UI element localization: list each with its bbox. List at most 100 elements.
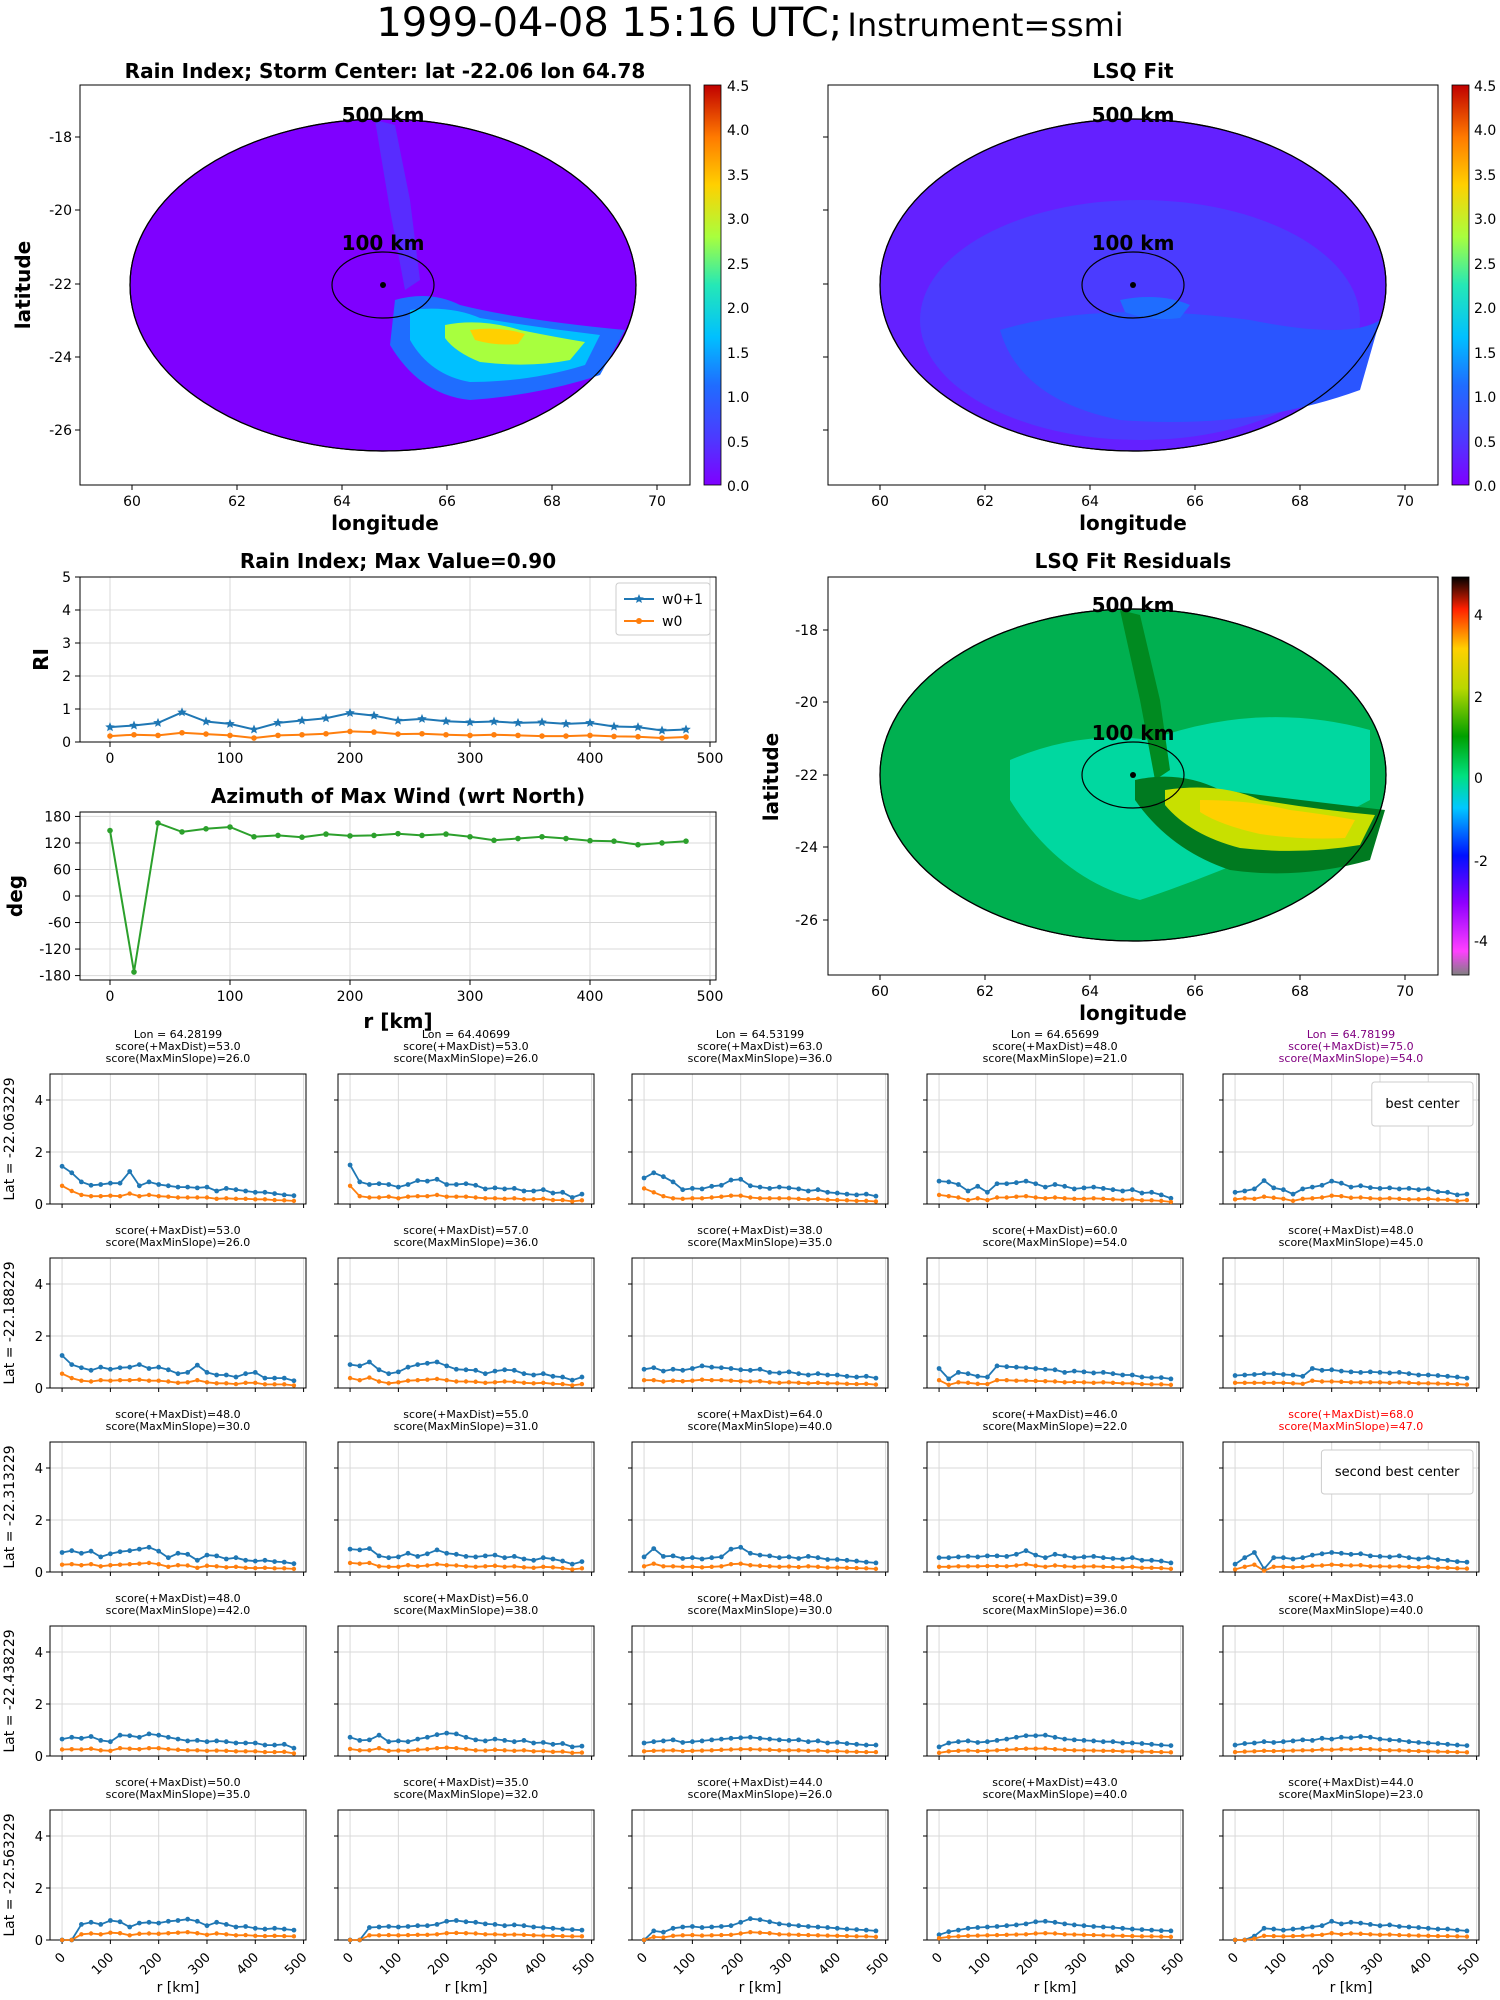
panel-score-maxminslope: score(MaxMinSlope)=26.0 — [394, 1052, 539, 1065]
panel-score-maxminslope: score(MaxMinSlope)=21.0 — [983, 1052, 1128, 1065]
series-point-w0p1 — [560, 1926, 566, 1932]
series-point-w0p1 — [376, 1553, 382, 1559]
series-point-w0 — [1310, 1748, 1315, 1753]
series-point-w0 — [560, 1749, 565, 1754]
series-point-w0p1 — [1033, 1733, 1039, 1739]
series-point-w0 — [434, 1192, 440, 1198]
series-point-w0p1 — [107, 1180, 113, 1186]
series-point-w0p1 — [651, 1928, 657, 1934]
residuals-ylabel: latitude — [759, 733, 783, 821]
ring-label-100km: 100 km — [1092, 721, 1175, 745]
series-point-w0 — [1426, 1196, 1431, 1202]
series-point-w0p1 — [136, 1546, 142, 1552]
candidate-panel-r2-c0: 024score(+MaxDist)=48.0score(MaxMinSlope… — [35, 1408, 307, 1581]
series-point-w0p1 — [511, 1922, 517, 1928]
series-point-w0 — [1261, 1933, 1267, 1939]
series-point-w0 — [282, 1933, 287, 1939]
series-point-w0p1 — [502, 1186, 508, 1192]
series-point-w0p1 — [1149, 1557, 1155, 1563]
series-point-w0p1 — [1396, 1738, 1402, 1743]
series-point-w0p1 — [1435, 1189, 1441, 1195]
series-point-w0 — [1120, 1749, 1125, 1754]
series-point-w0 — [108, 1193, 113, 1198]
panel-frame — [337, 1441, 595, 1573]
series-point-w0p1 — [946, 1555, 952, 1561]
series-point-w0 — [1110, 1197, 1116, 1202]
panel-frame — [49, 1257, 307, 1389]
series-point-w0p1 — [984, 1374, 990, 1380]
series-point-w0p1 — [366, 1546, 372, 1551]
panel-legend-label: best center — [1385, 1097, 1460, 1112]
series-point-w0 — [444, 1745, 449, 1750]
series-point-w0p1 — [233, 1555, 239, 1561]
series-point-w0p1 — [453, 1731, 459, 1737]
series-point-w0p1 — [1348, 1184, 1354, 1190]
series-point-w0 — [1120, 1197, 1125, 1203]
series-point-w0 — [299, 731, 305, 738]
series-point-w0 — [415, 1194, 420, 1199]
ytick-label: 2 — [35, 1146, 43, 1161]
series-point-w0 — [272, 1197, 277, 1203]
series-point-w0 — [709, 1378, 714, 1383]
series-point-w0 — [786, 1932, 792, 1937]
series-point-w0p1 — [1406, 1739, 1412, 1745]
series-point-w0 — [728, 1932, 734, 1938]
panel-lon-label: Lon = 64.53199 — [716, 1028, 804, 1041]
xtick-label: 500 — [570, 1950, 598, 1978]
series-point-w0 — [107, 733, 113, 739]
series-point-w0p1 — [994, 1738, 1000, 1743]
xtick-label: 200 — [337, 751, 364, 767]
series-point-w0p1 — [98, 1364, 104, 1370]
series-point-w0 — [579, 1750, 585, 1755]
residuals-colorbar-ticks: 4 2 0 -2 -4 — [1474, 608, 1488, 950]
series-point-w0 — [709, 1748, 714, 1753]
series-point-w0 — [651, 1190, 656, 1195]
series-point-w0p1 — [98, 1738, 104, 1743]
series-point-w0 — [156, 1378, 161, 1383]
series-point-w0 — [117, 1931, 123, 1936]
colorbar-tick: 3.0 — [1474, 212, 1496, 228]
series-point-w0p1 — [699, 1925, 705, 1930]
series-point-w0p1 — [347, 1734, 353, 1740]
series-point-w0p1 — [660, 1368, 666, 1374]
series-point-w0 — [699, 1565, 705, 1570]
series-point-w0 — [1377, 1932, 1383, 1938]
xtick-label: 300 — [768, 1950, 796, 1978]
panel-legend-box — [1320, 1449, 1474, 1495]
series-point-w0p1 — [1081, 1738, 1087, 1743]
series-point-w0p1 — [1013, 1180, 1019, 1186]
residuals-map-title: LSQ Fit Residuals — [1035, 549, 1232, 573]
colorbar-tick: 0.5 — [727, 435, 749, 451]
series-point-w0p1 — [815, 1738, 821, 1744]
series-point-w0p1 — [776, 1184, 782, 1190]
series-point-w0 — [1043, 1379, 1048, 1384]
series-point-azimuth — [347, 833, 353, 839]
series-point-w0p1 — [1052, 1551, 1058, 1557]
series-point-w0p1 — [946, 1179, 952, 1185]
xtick-label: 0 — [340, 1950, 356, 1966]
series-point-w0p1 — [127, 1924, 133, 1930]
colorbar-tick: 1.0 — [1474, 390, 1496, 406]
series-point-w0p1 — [1338, 1921, 1344, 1927]
figure-title: 1999-04-08 15:16 UTC; Instrument=ssmi — [0, 0, 1500, 46]
series-point-w0 — [156, 1746, 161, 1751]
series-point-w0p1 — [757, 1552, 763, 1558]
series-point-w0p1 — [984, 1553, 990, 1559]
series-point-w0p1 — [444, 1918, 450, 1924]
series-point-w0 — [1159, 1198, 1164, 1204]
series-point-w0p1 — [98, 1182, 104, 1187]
series-point-w0p1 — [579, 1743, 585, 1749]
series-point-w0p1 — [521, 1556, 527, 1562]
series-point-w0 — [1072, 1748, 1077, 1753]
series-point-w0 — [994, 1932, 1000, 1938]
xtick-label: 300 — [474, 1950, 502, 1978]
series-point-w0p1 — [1454, 1559, 1460, 1564]
candidate-panel-r4-c1: 0 100 200 300 400 500score(+MaxDist)=35.0scor… — [334, 1776, 598, 1996]
series-point-w0p1 — [347, 1546, 353, 1552]
series-point-w0p1 — [1406, 1186, 1412, 1191]
series-point-w0 — [1281, 1748, 1286, 1754]
series-point-w0 — [1348, 1563, 1354, 1568]
series-point-w0 — [1252, 1749, 1257, 1754]
series-point-w0 — [835, 1565, 840, 1570]
